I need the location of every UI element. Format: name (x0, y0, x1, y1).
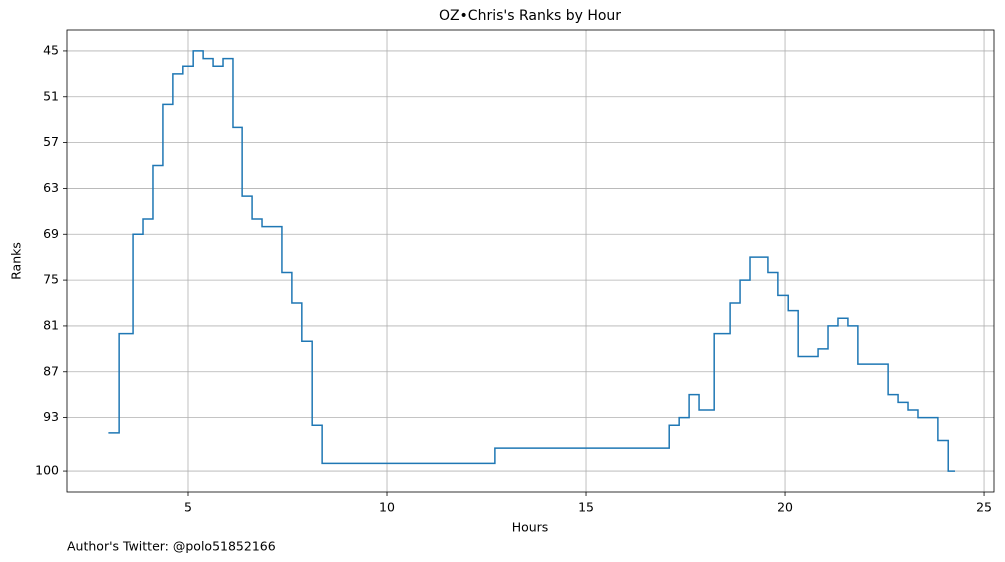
x-tick-label: 15 (578, 500, 594, 515)
chart-title: OZ•Chris's Ranks by Hour (439, 8, 621, 24)
y-tick-label: 93 (43, 409, 59, 424)
y-tick-label: 87 (43, 363, 59, 378)
footnote: Author's Twitter: @polo51852166 (67, 539, 276, 554)
x-tick-label: 20 (777, 500, 793, 515)
plot-frame (66, 29, 995, 493)
x-axis-label: Hours (512, 520, 549, 535)
y-tick-label: 100 (35, 463, 59, 478)
x-tick-label: 25 (976, 500, 992, 515)
y-tick-label: 75 (43, 272, 59, 287)
y-tick-label: 69 (43, 226, 59, 241)
y-tick-label: 51 (43, 88, 59, 103)
y-tick-label: 45 (43, 42, 59, 57)
y-tick-label: 63 (43, 180, 59, 195)
y-axis-label: Ranks (9, 242, 24, 280)
y-tick-label: 57 (43, 134, 59, 149)
x-tick-label: 5 (184, 500, 192, 515)
y-tick-label: 81 (43, 317, 59, 332)
step-line (108, 50, 955, 472)
x-tick-label: 10 (379, 500, 395, 515)
